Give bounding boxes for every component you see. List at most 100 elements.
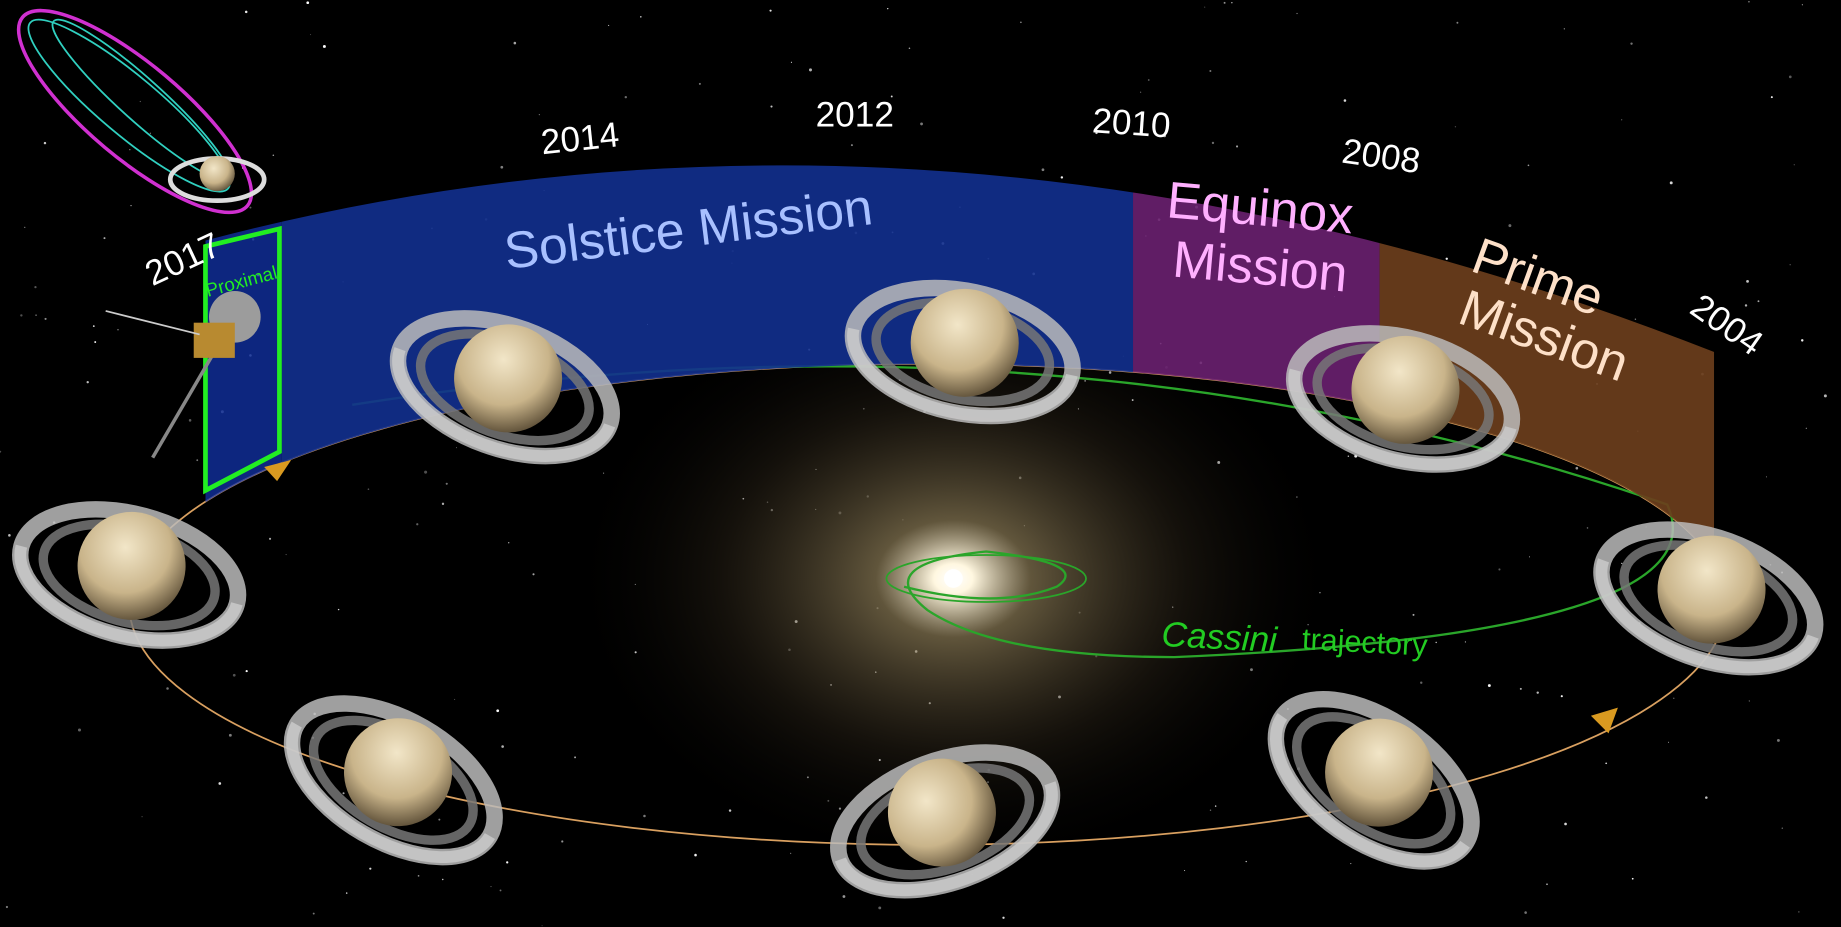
star bbox=[94, 341, 96, 343]
star bbox=[640, 16, 641, 17]
star bbox=[843, 895, 846, 898]
star bbox=[130, 205, 131, 206]
star bbox=[1348, 456, 1349, 457]
star bbox=[1446, 258, 1448, 260]
star bbox=[249, 207, 251, 209]
star bbox=[1801, 339, 1803, 341]
star bbox=[1806, 428, 1807, 429]
star bbox=[416, 523, 418, 525]
star bbox=[196, 459, 198, 461]
star bbox=[1746, 280, 1749, 283]
star bbox=[338, 609, 339, 610]
star bbox=[920, 123, 923, 126]
star bbox=[93, 325, 95, 327]
star bbox=[1794, 164, 1795, 165]
star bbox=[1524, 911, 1527, 914]
star bbox=[140, 101, 141, 102]
star bbox=[878, 906, 881, 909]
star bbox=[1789, 76, 1792, 79]
star bbox=[1824, 394, 1827, 397]
star bbox=[44, 142, 46, 144]
star bbox=[491, 886, 492, 887]
star bbox=[310, 34, 311, 35]
star bbox=[246, 670, 248, 672]
star bbox=[500, 889, 502, 891]
star bbox=[1673, 698, 1674, 699]
star bbox=[1790, 264, 1791, 265]
star bbox=[1621, 119, 1622, 120]
star bbox=[643, 815, 646, 818]
star bbox=[1766, 476, 1767, 477]
star bbox=[189, 419, 192, 422]
star bbox=[809, 68, 812, 71]
star bbox=[1465, 641, 1466, 642]
star bbox=[1635, 319, 1636, 320]
star bbox=[790, 853, 791, 854]
scene: 2017 2014 2012 2010 2008 2004 Proximal S… bbox=[0, 0, 1841, 927]
star bbox=[1605, 762, 1607, 764]
star bbox=[346, 892, 347, 893]
star bbox=[456, 447, 457, 448]
star bbox=[1668, 742, 1669, 743]
star bbox=[506, 861, 508, 863]
star bbox=[1420, 681, 1422, 683]
trajectory-name: Cassini bbox=[1161, 615, 1280, 660]
star bbox=[306, 1, 309, 4]
star bbox=[542, 925, 543, 926]
star bbox=[694, 854, 697, 857]
star bbox=[368, 488, 370, 490]
star bbox=[1215, 805, 1216, 806]
star bbox=[500, 166, 503, 169]
star bbox=[1576, 467, 1579, 470]
star bbox=[1413, 614, 1415, 616]
star bbox=[1148, 79, 1150, 81]
star bbox=[1632, 878, 1634, 880]
star bbox=[501, 745, 504, 748]
star bbox=[909, 47, 911, 49]
star bbox=[1498, 568, 1500, 570]
star bbox=[142, 816, 143, 817]
star bbox=[442, 879, 443, 880]
star bbox=[87, 381, 89, 383]
star bbox=[851, 144, 853, 146]
star bbox=[323, 45, 326, 48]
year-label: 2014 bbox=[539, 115, 621, 162]
star bbox=[8, 534, 11, 537]
star bbox=[418, 875, 420, 877]
star bbox=[1748, 1, 1750, 3]
star bbox=[1140, 92, 1141, 93]
star bbox=[1435, 642, 1436, 643]
star bbox=[245, 11, 248, 14]
star bbox=[229, 734, 232, 737]
star bbox=[1209, 70, 1211, 72]
star bbox=[1344, 99, 1347, 102]
star bbox=[1455, 126, 1456, 127]
star bbox=[1561, 695, 1563, 697]
star bbox=[269, 538, 271, 540]
year-label: 2010 bbox=[1091, 101, 1172, 145]
star bbox=[699, 83, 701, 85]
star bbox=[454, 699, 455, 700]
star bbox=[218, 782, 221, 785]
star bbox=[574, 756, 576, 758]
star bbox=[1670, 181, 1673, 184]
star bbox=[1771, 96, 1773, 98]
star bbox=[6, 906, 8, 908]
star bbox=[1488, 684, 1491, 687]
star bbox=[117, 329, 118, 330]
star bbox=[1587, 527, 1589, 529]
star bbox=[129, 149, 130, 150]
trajectory-label: trajectory bbox=[1301, 622, 1429, 663]
star bbox=[1546, 883, 1548, 885]
star bbox=[1564, 823, 1567, 826]
star bbox=[1782, 827, 1783, 828]
star bbox=[442, 503, 444, 505]
star bbox=[1705, 796, 1708, 799]
star bbox=[44, 318, 46, 320]
star bbox=[625, 96, 627, 98]
star bbox=[1777, 739, 1780, 742]
star bbox=[1184, 870, 1185, 871]
star bbox=[103, 237, 105, 239]
star bbox=[286, 554, 287, 555]
star bbox=[1231, 2, 1232, 3]
